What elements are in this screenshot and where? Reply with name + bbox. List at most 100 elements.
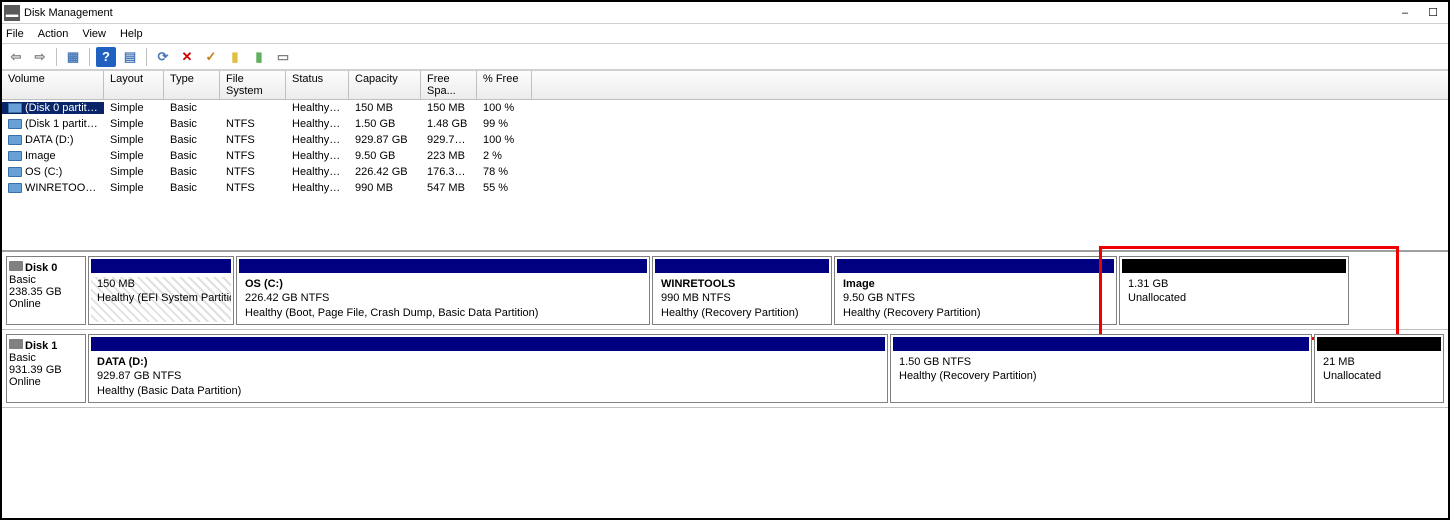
partition-size: 1.31 GB [1122,277,1346,291]
app-icon: ▂▂ [4,5,20,21]
partition-status: Healthy (Recovery Partition) [655,306,829,320]
volume-cell: Basic [164,166,220,178]
titlebar: ▂▂ Disk Management – ☐ [2,2,1448,24]
volume-table-header: VolumeLayoutTypeFile SystemStatusCapacit… [2,71,1448,100]
format-icon[interactable]: ▮ [249,47,269,67]
volume-cell: Simple [104,118,164,130]
maximize-button[interactable]: ☐ [1420,4,1446,22]
volume-cell: 226.42 GB [349,166,421,178]
volume-cell: 547 MB [421,182,477,194]
back-icon[interactable]: ⇦ [6,47,26,67]
volume-cell: 9.50 GB [349,150,421,162]
toolbar-separator [146,48,147,66]
forward-icon[interactable]: ⇨ [30,47,50,67]
disk-partition[interactable]: DATA (D:)929.87 GB NTFSHealthy (Basic Da… [88,334,888,403]
column-header[interactable]: Type [164,71,220,100]
volume-cell: Simple [104,134,164,146]
column-header[interactable]: Capacity [349,71,421,100]
volume-icon [8,183,22,193]
volume-cell: Healthy (B... [286,166,349,178]
props-icon[interactable]: ▭ [273,47,293,67]
volume-cell: 99 % [477,118,532,130]
volume-cell: 100 % [477,102,532,114]
volume-cell: 176.30 GB [421,166,477,178]
volume-cell: NTFS [220,150,286,162]
delete-icon[interactable]: ✕ [177,47,197,67]
volume-cell: 223 MB [421,150,477,162]
volume-row[interactable]: WINRETOOLSSimpleBasicNTFSHealthy (R...99… [2,180,1448,196]
show-hide-icon[interactable]: ▦ [63,47,83,67]
partition-status: Unallocated [1122,291,1346,305]
column-header[interactable]: % Free [477,71,532,100]
volume-icon [8,167,22,177]
disk-partition[interactable]: OS (C:)226.42 GB NTFSHealthy (Boot, Page… [236,256,650,325]
partition-size: 9.50 GB NTFS [837,291,1114,305]
disk-label[interactable]: Disk 0Basic238.35 GBOnline [6,256,86,325]
volume-cell: NTFS [220,166,286,178]
disk-partition[interactable]: Image9.50 GB NTFSHealthy (Recovery Parti… [834,256,1117,325]
disk-row: Disk 1Basic931.39 GBOnlineDATA (D:)929.8… [2,330,1448,408]
volume-row[interactable]: DATA (D:)SimpleBasicNTFSHealthy (B...929… [2,132,1448,148]
settings-icon[interactable]: ▤ [120,47,140,67]
volume-cell: Healthy (B... [286,134,349,146]
disk-partition[interactable]: 150 MBHealthy (EFI System Partition) [88,256,234,325]
partition-color-bar [1317,337,1441,351]
volume-icon [8,119,22,129]
disk-row: Disk 0Basic238.35 GBOnline150 MBHealthy … [2,252,1448,330]
volume-cell: Basic [164,150,220,162]
refresh-icon[interactable]: ⟳ [153,47,173,67]
disk-partition[interactable]: 1.50 GB NTFSHealthy (Recovery Partition) [890,334,1312,403]
partition-title: Image [837,277,1114,291]
volume-cell: Simple [104,166,164,178]
partition-color-bar [91,259,231,273]
new-icon[interactable]: ▮ [225,47,245,67]
partition-color-bar [655,259,829,273]
volume-cell: 1.50 GB [349,118,421,130]
disk-partition[interactable]: WINRETOOLS990 MB NTFSHealthy (Recovery P… [652,256,832,325]
column-header[interactable]: Layout [104,71,164,100]
volume-cell: NTFS [220,182,286,194]
disk-icon [9,261,23,271]
partition-status: Healthy (Recovery Partition) [893,369,1309,383]
volume-cell: 1.48 GB [421,118,477,130]
volume-table-body: (Disk 0 partition 1)SimpleBasicHealthy (… [2,100,1448,250]
volume-cell: Healthy (E... [286,102,349,114]
disk-partition[interactable]: 1.31 GBUnallocated [1119,256,1349,325]
volume-row[interactable]: OS (C:)SimpleBasicNTFSHealthy (B...226.4… [2,164,1448,180]
disk-icon [9,339,23,349]
volume-cell: Healthy (R... [286,118,349,130]
volume-row[interactable]: (Disk 0 partition 1)SimpleBasicHealthy (… [2,100,1448,116]
partition-color-bar [239,259,647,273]
column-header[interactable]: File System [220,71,286,100]
menu-file[interactable]: File [6,28,24,40]
partition-size: 226.42 GB NTFS [239,291,647,305]
partition-status: Unallocated [1317,369,1441,383]
partition-color-bar [837,259,1114,273]
mark-icon[interactable]: ✓ [201,47,221,67]
volume-cell: OS (C:) [2,166,104,178]
minimize-button[interactable]: – [1392,4,1418,22]
volume-row[interactable]: ImageSimpleBasicNTFSHealthy (R...9.50 GB… [2,148,1448,164]
help-icon[interactable]: ? [96,47,116,67]
volume-row[interactable]: (Disk 1 partition 3)SimpleBasicNTFSHealt… [2,116,1448,132]
partition-status: Healthy (Basic Data Partition) [91,384,885,398]
volume-cell: Basic [164,118,220,130]
toolbar: ⇦⇨▦?▤⟳✕✓▮▮▭ [2,44,1448,70]
column-header[interactable]: Free Spa... [421,71,477,100]
volume-icon [8,103,22,113]
disk-label[interactable]: Disk 1Basic931.39 GBOnline [6,334,86,403]
volume-cell: 100 % [477,134,532,146]
column-header[interactable]: Status [286,71,349,100]
menu-help[interactable]: Help [120,28,143,40]
volume-cell: (Disk 1 partition 3) [2,118,104,130]
disk-graphical-view: Disk 0Basic238.35 GBOnline150 MBHealthy … [2,250,1448,408]
volume-icon [8,135,22,145]
volume-cell: Healthy (R... [286,150,349,162]
column-header[interactable]: Volume [2,71,104,100]
volume-cell: DATA (D:) [2,134,104,146]
partition-title: OS (C:) [239,277,647,291]
disk-partition[interactable]: 21 MBUnallocated [1314,334,1444,403]
menu-view[interactable]: View [82,28,106,40]
menu-action[interactable]: Action [38,28,69,40]
volume-cell: Healthy (R... [286,182,349,194]
